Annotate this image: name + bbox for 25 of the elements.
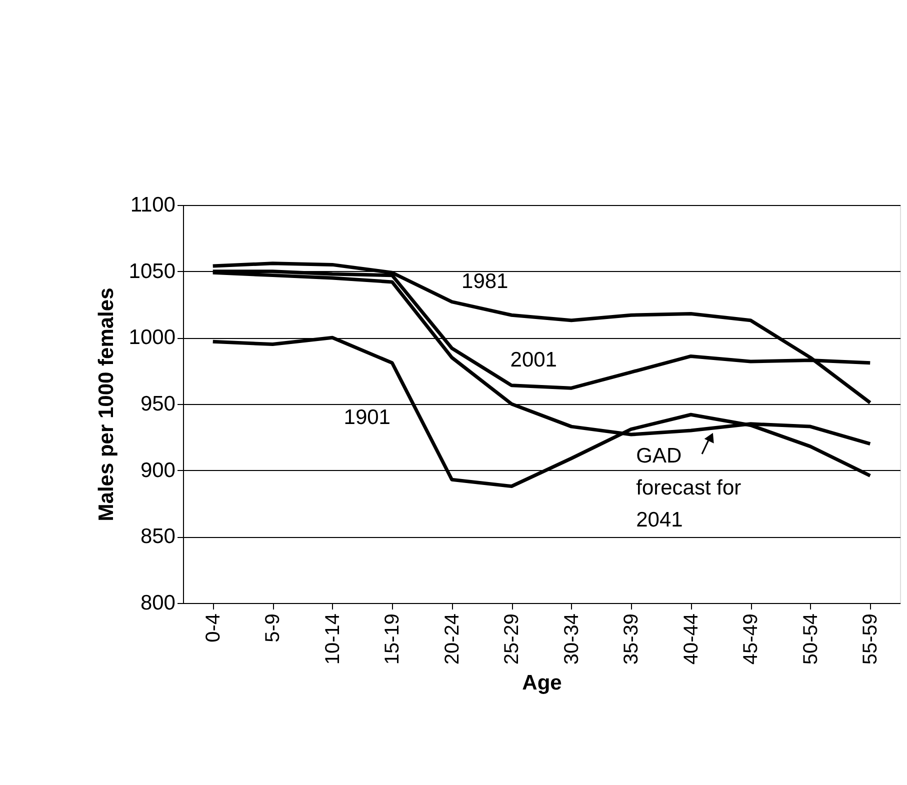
x-tick-label: 45-49 <box>740 614 762 665</box>
x-axis-title: Age <box>522 672 562 695</box>
y-tick-label: 1000 <box>128 326 176 350</box>
y-tick-label: 800 <box>140 592 176 614</box>
x-tick-label: 0-4 <box>202 614 224 642</box>
x-tick-label: 15-19 <box>382 614 404 665</box>
series-label: 1901 <box>344 406 390 429</box>
y-tick-label: 950 <box>140 392 176 416</box>
x-tick-label: 35-39 <box>620 614 643 665</box>
x-tick-label: 55-59 <box>860 614 882 665</box>
x-tick-label: 50-54 <box>800 614 822 665</box>
y-tick-label: 1100 <box>130 194 176 216</box>
x-tick-label: 5-9 <box>262 614 284 642</box>
y-tick-label: 1050 <box>128 260 176 283</box>
x-tick-label: 30-34 <box>560 614 583 665</box>
x-tick-label: 10-14 <box>322 614 344 665</box>
x-tick-label: 25-29 <box>501 614 524 665</box>
y-tick-label: 900 <box>140 458 176 482</box>
x-tick-label: 40-44 <box>680 614 702 665</box>
legend-label: GAD forecast for 2041 <box>636 444 742 532</box>
series-label: 2001 <box>510 348 557 372</box>
series-label: 1981 <box>462 270 508 293</box>
x-tick-label: 20-24 <box>441 614 464 665</box>
y-tick-label: 850 <box>140 525 176 548</box>
y-axis-title: Males per 1000 females <box>94 288 118 522</box>
